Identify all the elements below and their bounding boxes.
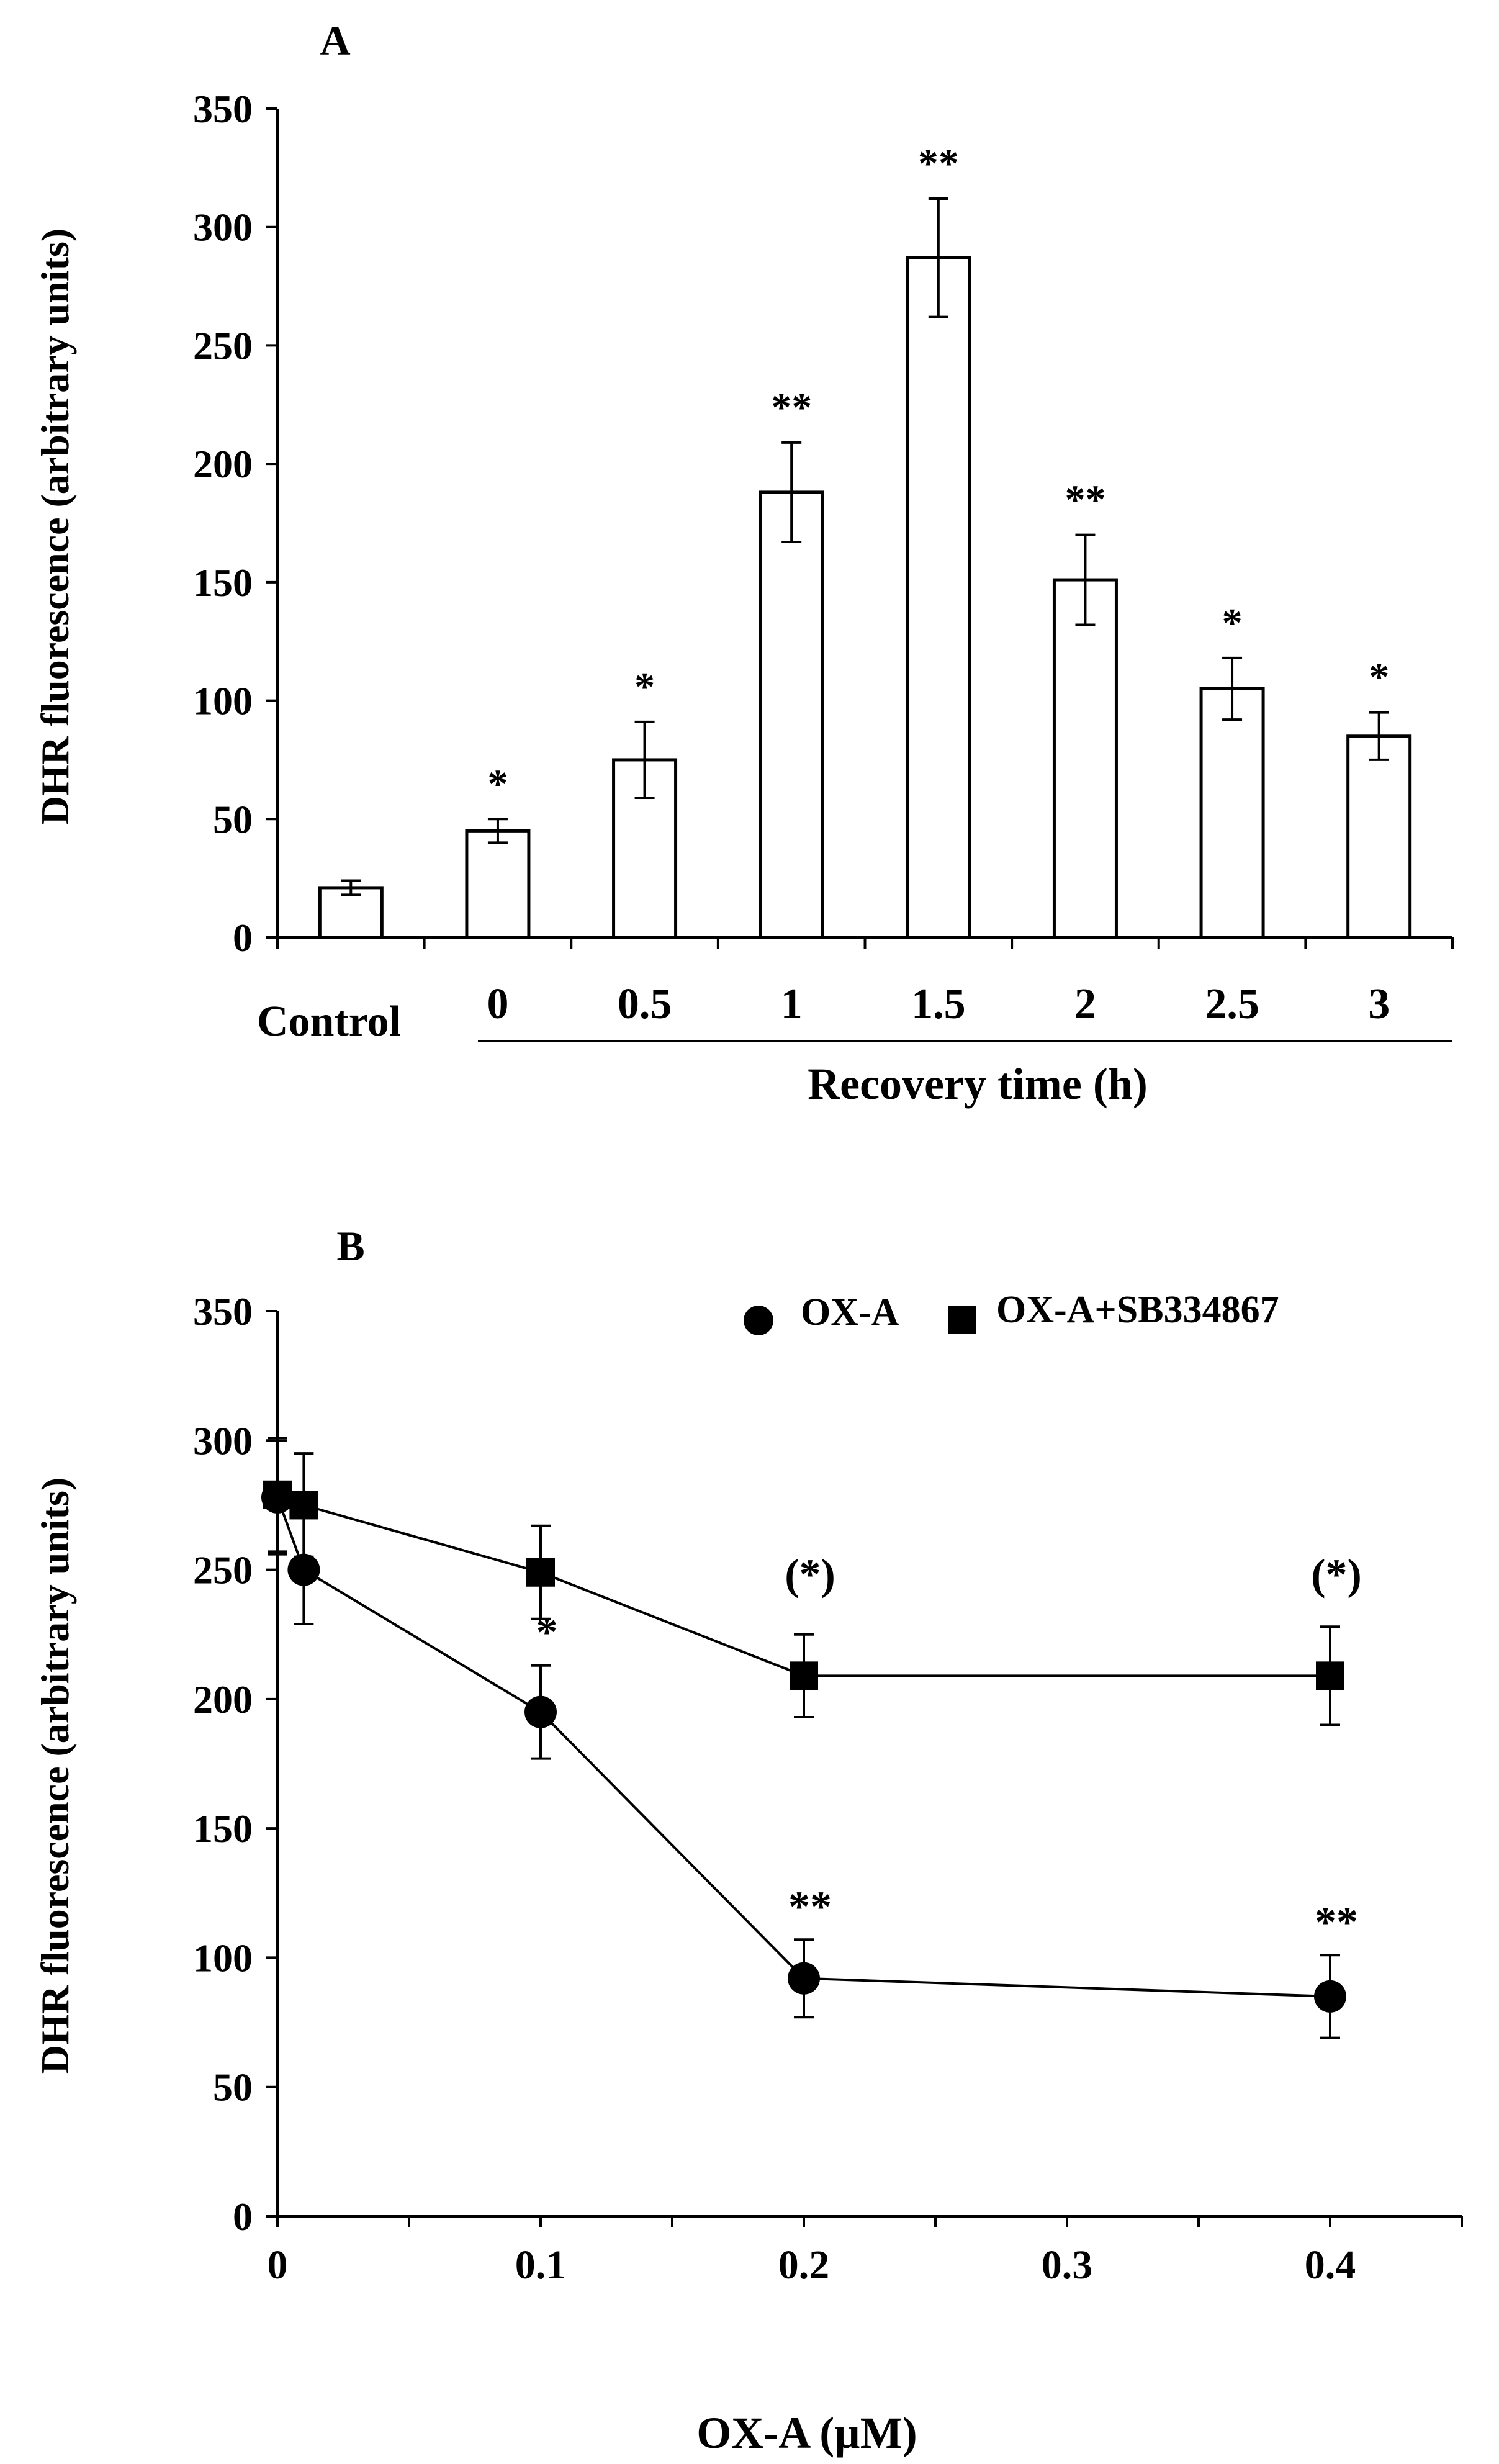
panel-b-x-ticks: 0 0.1 0.2 0.3 0.4	[268, 2216, 1463, 2288]
panel-b-x-tick-label: 0.3	[1042, 2242, 1093, 2288]
significance-0.5: *	[634, 664, 655, 710]
panel-a-bar-chart: A DHR fluorescence (arbitrary units) 0 50…	[33, 17, 1454, 1109]
panel-a-label: A	[320, 17, 350, 64]
significance-1.5: **	[918, 141, 959, 186]
bar-0	[465, 829, 531, 939]
data-point-OX-A	[287, 1553, 320, 1586]
significance-0: *	[487, 761, 508, 806]
panel-a-y-tick-label: 300	[193, 205, 253, 250]
bar-1	[759, 490, 824, 939]
legend-ox-a-label: OX-A	[801, 1291, 899, 1334]
significance-2: **	[1065, 477, 1105, 523]
panel-a-y-tick-label: 100	[193, 679, 253, 723]
x-tick-label-0.5: 0.5	[618, 980, 672, 1028]
significance-1: **	[771, 385, 812, 430]
x-tick-label-1.5: 1.5	[911, 980, 966, 1028]
legend-ox-a-sb334867-label: OX-A+SB334867	[996, 1289, 1279, 1331]
data-point-OX-A	[788, 1962, 820, 1995]
data-point-OX-A+SB334867	[1316, 1661, 1344, 1690]
panel-b-y-tick-label: 50	[213, 2065, 253, 2110]
x-tick-label-2: 2	[1074, 980, 1096, 1028]
legend-ox-a-sb334867-marker	[948, 1306, 976, 1334]
panel-a-xlabel: Recovery time (h)	[808, 1059, 1148, 1109]
panel-b-y-tick-label: 0	[233, 2195, 253, 2239]
panel-a-bars: **********	[318, 141, 1412, 939]
panel-b-axes	[276, 1311, 1462, 2218]
panel-b-x-tick-label: 0	[268, 2242, 288, 2288]
x-tick-label-Control: Control	[257, 998, 401, 1045]
panel-a-y-tick-label: 350	[193, 87, 253, 131]
panel-b-y-tick-label: 150	[193, 1807, 253, 1851]
panel-b-y-tick-label: 200	[193, 1677, 253, 1722]
panel-b-label: B	[336, 1222, 364, 1270]
data-point-OX-A	[524, 1695, 557, 1728]
panel-a-y-tick-label: 250	[193, 323, 253, 368]
panel-b-y-tick-label: 250	[193, 1548, 253, 1592]
panel-b-series: *** **(*) (*)	[261, 1437, 1362, 2039]
significance-OX-A: *	[536, 1609, 558, 1657]
panel-b-x-tick-label: 0.1	[515, 2242, 567, 2288]
panel-a-y-tick-label: 0	[233, 916, 253, 960]
x-tick-label-3: 3	[1368, 980, 1390, 1028]
panel-b-y-tick-label: 300	[193, 1419, 253, 1463]
data-point-OX-A+SB334867	[263, 1480, 292, 1509]
panel-b-xlabel: OX-A (µM)	[696, 2408, 917, 2458]
panel-b-ylabel: DHR fluorescence (arbitrary units)	[33, 1478, 77, 2074]
bar-2	[1052, 578, 1118, 939]
significance-2.5: *	[1222, 600, 1243, 646]
panel-a-y-tick-label: 50	[213, 797, 253, 841]
panel-a-x-ticks: Control 0 0.5 1 1.5 2 2.5 3	[257, 980, 1390, 1045]
panel-a-axes	[276, 109, 1454, 949]
significance-OX-A+SB334867: (*)	[1311, 1551, 1362, 1599]
x-tick-label-2.5: 2.5	[1205, 980, 1259, 1028]
x-tick-label-1: 1	[781, 980, 803, 1028]
significance-3: *	[1369, 655, 1389, 700]
panel-b-y-tick-label: 350	[193, 1289, 253, 1334]
legend-ox-a-marker	[744, 1306, 773, 1335]
bar-3	[1346, 734, 1412, 939]
panel-b-y-ticks: 0 50 100 150 200 250 300 350	[193, 1289, 277, 2239]
panel-b-legend: OX-A OX-A+SB334867	[744, 1289, 1279, 1335]
data-point-OX-A	[1314, 1980, 1346, 2013]
data-point-OX-A+SB334867	[790, 1661, 818, 1690]
series-ox-a-sb334867: (*) (*)	[263, 1437, 1362, 1726]
bar-1.5	[906, 256, 971, 939]
panel-b-x-tick-label: 0.2	[778, 2242, 830, 2288]
data-point-OX-A+SB334867	[526, 1558, 555, 1587]
panel-a-ylabel: DHR fluorescence (arbitrary units)	[33, 228, 77, 824]
panel-a-y-ticks: 0 50 100 150 200 250 300 350	[193, 87, 277, 960]
significance-OX-A: **	[1315, 1898, 1358, 1946]
x-tick-label-0: 0	[487, 980, 508, 1028]
data-point-OX-A+SB334867	[289, 1491, 318, 1520]
panel-b-x-tick-label: 0.4	[1305, 2242, 1356, 2288]
panel-b-y-tick-label: 100	[193, 1936, 253, 1980]
significance-OX-A: **	[788, 1883, 832, 1931]
panel-b-line-chart: B DHR fluorescence (arbitrary units) 0 50…	[33, 1222, 1463, 2458]
series-ox-a: *** **	[261, 1439, 1358, 2039]
significance-OX-A+SB334867: (*)	[785, 1551, 835, 1599]
panel-a-y-tick-label: 150	[193, 561, 253, 605]
panel-a-y-tick-label: 200	[193, 442, 253, 486]
bar-2.5	[1199, 687, 1265, 939]
